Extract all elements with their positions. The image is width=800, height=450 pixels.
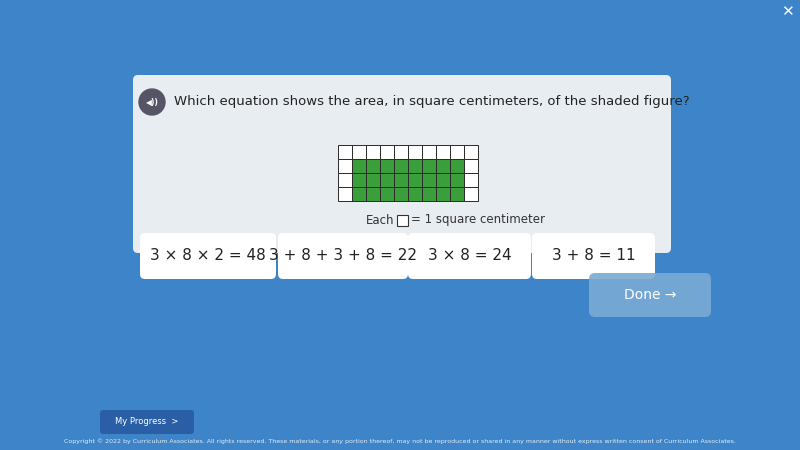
Bar: [408, 173, 422, 187]
Bar: [464, 187, 478, 201]
Bar: [380, 145, 394, 159]
Circle shape: [139, 89, 165, 115]
FancyBboxPatch shape: [408, 233, 531, 279]
Bar: [422, 173, 436, 187]
Text: 3 + 8 = 11: 3 + 8 = 11: [552, 248, 635, 264]
Bar: [352, 145, 366, 159]
Bar: [408, 187, 422, 201]
Bar: [338, 173, 352, 187]
FancyBboxPatch shape: [133, 75, 671, 253]
Bar: [380, 159, 394, 173]
Text: Each: Each: [366, 213, 394, 226]
Text: ◀)): ◀)): [146, 98, 158, 107]
Bar: [380, 187, 394, 201]
Bar: [450, 145, 464, 159]
Text: My Progress  >: My Progress >: [115, 418, 178, 427]
Bar: [464, 173, 478, 187]
Bar: [394, 187, 408, 201]
Text: = 1 square centimeter: = 1 square centimeter: [411, 213, 545, 226]
Bar: [366, 173, 380, 187]
Bar: [366, 159, 380, 173]
Text: Done →: Done →: [624, 288, 676, 302]
Bar: [436, 187, 450, 201]
Bar: [408, 145, 422, 159]
Bar: [394, 173, 408, 187]
Text: 3 + 8 + 3 + 8 = 22: 3 + 8 + 3 + 8 = 22: [269, 248, 417, 264]
Bar: [408, 159, 422, 173]
Bar: [450, 159, 464, 173]
FancyBboxPatch shape: [278, 233, 408, 279]
Bar: [464, 145, 478, 159]
Bar: [450, 173, 464, 187]
FancyBboxPatch shape: [532, 233, 655, 279]
Bar: [464, 159, 478, 173]
Bar: [422, 187, 436, 201]
Bar: [366, 187, 380, 201]
Bar: [380, 173, 394, 187]
Bar: [394, 159, 408, 173]
Bar: [338, 187, 352, 201]
FancyBboxPatch shape: [140, 233, 276, 279]
Text: Copyright © 2022 by Curriculum Associates. All rights reserved. These materials,: Copyright © 2022 by Curriculum Associate…: [64, 438, 736, 444]
Bar: [352, 187, 366, 201]
Bar: [394, 145, 408, 159]
FancyBboxPatch shape: [100, 410, 194, 434]
Bar: [436, 173, 450, 187]
Bar: [338, 145, 352, 159]
Text: Which equation shows the area, in square centimeters, of the shaded figure?: Which equation shows the area, in square…: [174, 95, 690, 108]
Bar: [366, 145, 380, 159]
Bar: [338, 159, 352, 173]
Text: ✕: ✕: [781, 4, 794, 19]
Bar: [397, 215, 408, 225]
Bar: [436, 145, 450, 159]
Bar: [450, 187, 464, 201]
FancyBboxPatch shape: [589, 273, 711, 317]
Bar: [352, 173, 366, 187]
Bar: [352, 159, 366, 173]
Bar: [436, 159, 450, 173]
Text: 3 × 8 = 24: 3 × 8 = 24: [428, 248, 511, 264]
Bar: [422, 145, 436, 159]
Bar: [422, 159, 436, 173]
Text: 3 × 8 × 2 = 48: 3 × 8 × 2 = 48: [150, 248, 266, 264]
